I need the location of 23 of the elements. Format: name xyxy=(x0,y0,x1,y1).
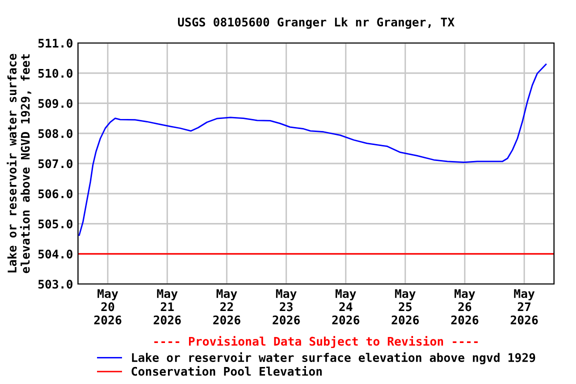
y-tick-label: 510.0 xyxy=(38,68,72,78)
x-tick-label: May 26 2026 xyxy=(451,289,478,324)
y-tick-label: 503.0 xyxy=(38,280,72,289)
y-tick-label: 504.0 xyxy=(38,250,72,259)
chart-title: USGS 08105600 Granger Lk nr Granger, TX xyxy=(178,17,454,29)
line-series xyxy=(78,64,547,236)
x-tick-label: May 21 2026 xyxy=(154,289,181,324)
y-tick-label: 511.0 xyxy=(38,38,72,48)
y-tick-label: 507.0 xyxy=(38,159,72,168)
x-tick-label: May 27 2026 xyxy=(510,289,538,324)
legend-label: Conservation Pool Elevation xyxy=(132,366,322,376)
x-tick-label: May 22 2026 xyxy=(213,289,240,324)
x-tick-label: May 25 2026 xyxy=(392,289,419,324)
x-tick-label: May 20 2026 xyxy=(94,289,122,324)
legend-label: Lake or reservoir water surface elevation above ngvd 1929 xyxy=(132,352,536,364)
text: ---- Provisional Data Subject to Revision ---- xyxy=(154,336,478,348)
y-tick-label: 508.0 xyxy=(38,129,72,138)
x-tick-label: May 23 2026 xyxy=(272,289,300,324)
y-axis-title: Lake or reservoir water surface elevation above NGVD 1929, feet xyxy=(6,54,32,274)
y-tick-label: 509.0 xyxy=(38,98,72,108)
x-tick-label: May 24 2026 xyxy=(332,289,360,324)
y-tick-label: 506.0 xyxy=(38,189,72,198)
y-tick-label: 505.0 xyxy=(38,219,72,228)
